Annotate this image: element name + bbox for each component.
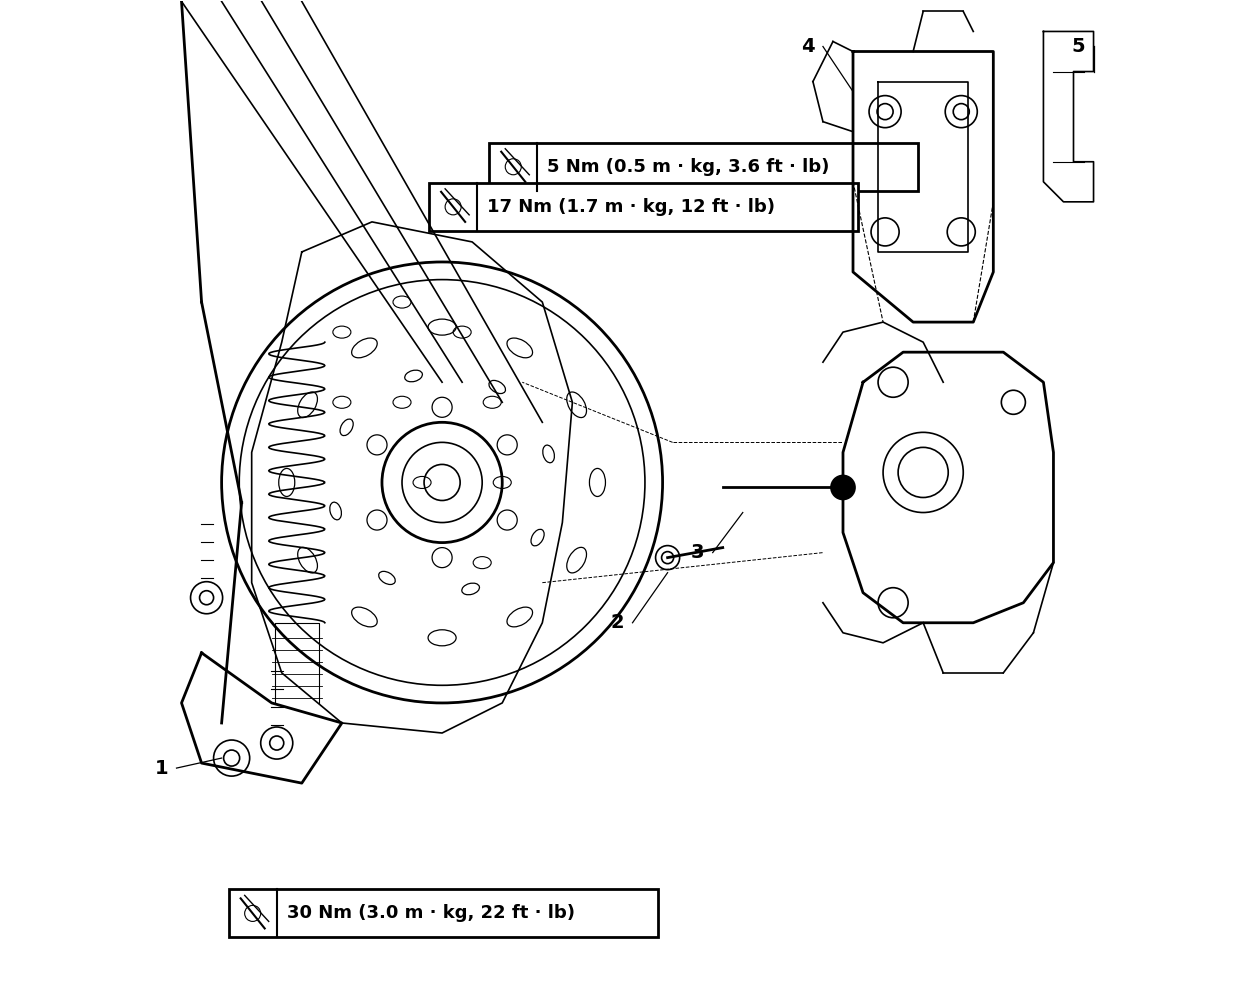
Text: 4: 4: [801, 37, 814, 56]
Text: 1: 1: [154, 759, 168, 778]
FancyBboxPatch shape: [430, 183, 858, 231]
FancyBboxPatch shape: [489, 143, 918, 191]
Text: 30 Nm (3.0 m · kg, 22 ft · lb): 30 Nm (3.0 m · kg, 22 ft · lb): [286, 904, 575, 923]
Circle shape: [830, 475, 855, 499]
Text: 3: 3: [691, 543, 705, 562]
Text: 17 Nm (1.7 m · kg, 12 ft · lb): 17 Nm (1.7 m · kg, 12 ft · lb): [487, 198, 776, 216]
Text: 5: 5: [1072, 37, 1086, 56]
Text: 2: 2: [611, 613, 624, 632]
FancyBboxPatch shape: [229, 889, 657, 938]
Text: 5 Nm (0.5 m · kg, 3.6 ft · lb): 5 Nm (0.5 m · kg, 3.6 ft · lb): [548, 158, 829, 176]
